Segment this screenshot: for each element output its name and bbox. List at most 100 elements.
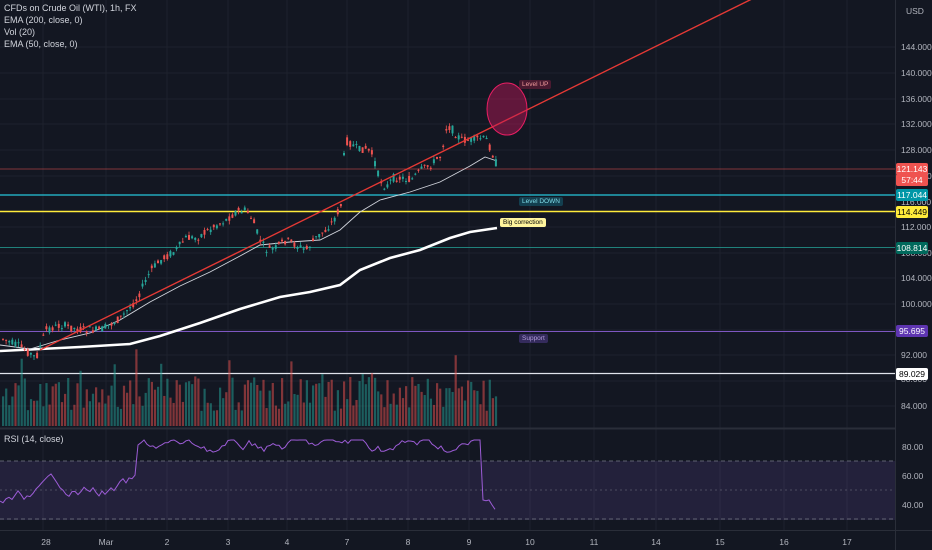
volume-bar [479, 404, 482, 426]
level-down-note[interactable]: Level DOWN [519, 197, 563, 206]
candle-body [54, 324, 57, 326]
white-level-tag: 89.029 [896, 368, 928, 380]
legend-volume[interactable]: Vol (20) [4, 27, 36, 37]
trendline[interactable] [39, 0, 760, 351]
volume-bar [110, 385, 113, 426]
volume-bar [60, 402, 64, 426]
legend-ema-50[interactable]: EMA (50, close, 0) [4, 39, 78, 49]
ema-50-line [0, 156, 498, 350]
candle-body [429, 167, 432, 169]
volume-bar [122, 385, 126, 426]
volume-bar [364, 384, 367, 426]
volume-bar [200, 410, 203, 426]
time-axis-label: 3 [225, 537, 231, 547]
volume-bar [308, 402, 312, 426]
time-axis-label: 15 [715, 537, 725, 547]
level-up-note[interactable]: Level UP [519, 80, 552, 89]
candle-body [23, 349, 26, 351]
rsi-label-40: 40.00 [902, 500, 924, 510]
candle-body [144, 279, 147, 283]
rsi-band [0, 461, 895, 520]
volume-bar [408, 407, 411, 426]
volume-bar [253, 377, 256, 426]
volume-bar [36, 400, 39, 426]
candle-body [17, 342, 20, 344]
candle-body [364, 145, 367, 149]
volume-bar [324, 396, 327, 426]
candle-body [119, 315, 122, 317]
time-axis-label: 2 [164, 537, 170, 547]
volume-bar [169, 397, 172, 426]
candle-body [113, 322, 116, 324]
candle-body [191, 236, 194, 239]
volume-bar [274, 405, 277, 426]
volume-bar [268, 390, 271, 426]
candle-body [60, 328, 63, 330]
volume-bar [457, 388, 460, 426]
candle-body [256, 229, 259, 234]
volume-bar [346, 399, 349, 426]
volume-bar [8, 405, 11, 426]
legend-ema-200[interactable]: EMA (200, close, 0) [4, 15, 83, 25]
volume-bar [23, 378, 26, 426]
volume-bar [439, 388, 442, 426]
volume-bar [445, 388, 448, 426]
candle-body [246, 210, 249, 213]
candle-body [14, 341, 17, 346]
candle-body [488, 144, 491, 151]
volume-bar [265, 408, 268, 426]
price-axis-label: 128.000 [901, 145, 932, 155]
volume-bar [212, 410, 215, 426]
volume-bar [237, 402, 240, 426]
candle-body [494, 159, 497, 167]
currency-label: USD [906, 6, 924, 16]
volume-bar [197, 378, 200, 426]
candle-body [386, 184, 389, 188]
legend-symbol[interactable]: CFDs on Crude Oil (WTI), 1h, FX [4, 3, 137, 13]
candle-body [95, 326, 97, 330]
candle-body [122, 313, 125, 315]
big-correction-note[interactable]: Big correction [500, 218, 546, 227]
candle-body [48, 327, 51, 333]
volume-bar [178, 384, 181, 426]
candle-body [339, 203, 342, 207]
candle-body [299, 245, 302, 248]
volume-bar [436, 383, 439, 426]
volume-bar [494, 396, 498, 426]
volume-bar [315, 383, 318, 426]
volume-bar [284, 403, 287, 426]
rsi-label-60: 60.00 [902, 471, 924, 481]
candle-body [398, 176, 401, 180]
candle-body [26, 349, 29, 356]
candle-body [405, 180, 407, 182]
price-axis-label: 112.000 [901, 222, 932, 232]
volume-bar [401, 398, 405, 426]
candle-body [426, 165, 429, 167]
volume-bar [485, 410, 488, 426]
candle-body [448, 126, 451, 130]
volume-bar [386, 380, 389, 426]
candle-body [352, 144, 355, 147]
candle-body [467, 139, 469, 141]
volume-bar [116, 406, 119, 426]
candle-body [302, 248, 305, 250]
volume-bar [219, 387, 222, 426]
support-note[interactable]: Support [519, 334, 548, 343]
candle-body [277, 241, 280, 244]
volume-bar [290, 361, 293, 426]
volume-bar [281, 378, 284, 426]
volume-bar [473, 390, 476, 426]
level-up-circle[interactable] [486, 82, 528, 136]
legend-rsi[interactable]: RSI (14, close) [4, 434, 64, 444]
candle-body [237, 207, 240, 211]
volume-bar [215, 410, 219, 426]
price-axis-label: 92.000 [901, 350, 927, 360]
volume-bar [184, 382, 188, 426]
volume-bar [82, 407, 85, 426]
candle-body [281, 239, 283, 242]
candle-body [169, 251, 172, 257]
volume-bar [339, 408, 343, 426]
volume-bar [54, 383, 57, 426]
volume-bar [107, 395, 110, 426]
